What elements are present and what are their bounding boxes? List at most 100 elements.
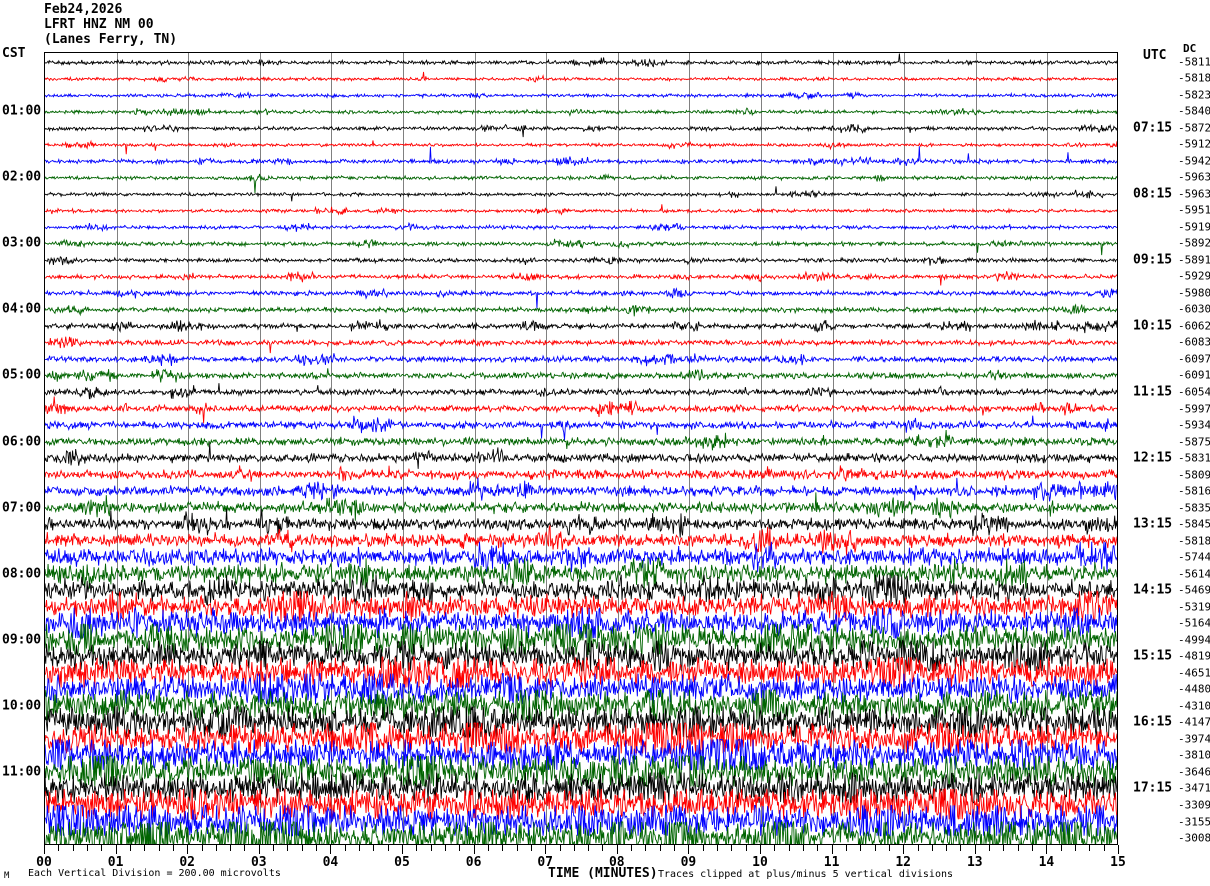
trace-15-0400 [45,303,1117,317]
x-tick-minor [817,845,819,851]
x-tick-minor [960,845,962,851]
x-tick-minor [416,845,418,851]
trace-17-0430 [45,336,1117,354]
x-tick-minor [559,845,561,851]
trace-10-0245 [45,221,1117,233]
x-axis-label-07: 07 [537,855,554,870]
x-tick-minor [516,845,518,851]
grid-line-minute-09 [689,53,691,844]
x-tick-minor [1103,845,1105,851]
dc-value-45: -3309 [1178,798,1210,812]
dc-value-38: -4480 [1178,682,1210,696]
trace-40-1015 [45,705,1117,739]
dc-value-26: -5816 [1178,484,1210,498]
x-axis-label-12: 12 [895,855,912,870]
grid-line-minute-02 [188,53,190,844]
dc-value-27: -5835 [1178,501,1210,515]
left-hour-label-1000: 10:00 [2,698,42,714]
dc-value-00: -5811 [1178,55,1210,69]
trace-18-0445 [45,353,1117,367]
left-hour-label-0500: 05:00 [2,367,42,383]
dc-value-11: -5892 [1178,236,1210,250]
dc-value-10: -5919 [1178,220,1210,234]
x-axis-label-02: 02 [179,855,196,870]
dc-value-02: -5823 [1178,88,1210,102]
x-tick-major-07 [545,845,547,854]
x-tick-minor [731,845,733,851]
x-tick-minor [487,845,489,851]
right-utc-label-1415: 14:15 [1133,582,1173,598]
dc-value-08: -5963 [1178,187,1210,201]
trace-29-0730 [45,525,1117,556]
x-tick-minor [129,845,131,851]
trace-02-0045 [45,91,1117,101]
trace-11-0300 [45,238,1117,256]
x-tick-minor [344,845,346,851]
trace-04-0115 [45,123,1117,138]
x-tick-minor [459,845,461,851]
trace-31-0800 [45,557,1117,589]
x-axis-label-03: 03 [250,855,267,870]
x-tick-major-12 [903,845,905,854]
x-tick-minor [1089,845,1091,851]
left-hour-label-0800: 08:00 [2,566,42,582]
dc-value-30: -5744 [1178,550,1210,564]
x-axis-label-10: 10 [752,855,768,870]
x-axis-label-11: 11 [823,855,840,870]
plot-header: Feb24,2026 LFRT HNZ NM 00 (Lanes Ferry, … [44,2,177,47]
dc-value-20: -6054 [1178,385,1210,399]
dc-value-18: -6097 [1178,352,1210,366]
x-tick-minor [72,845,74,851]
x-tick-major-04 [330,845,332,854]
dc-value-01: -5818 [1178,71,1210,85]
trace-47-1200 [45,820,1117,844]
trace-06-0145 [45,146,1117,168]
x-tick-minor [101,845,103,851]
x-tick-minor [745,845,747,851]
x-tick-major-14 [1046,845,1048,854]
x-tick-minor [215,845,217,851]
x-axis-title: TIME (MINUTES) [548,866,658,881]
x-tick-major-02 [187,845,189,854]
trace-14-0345 [45,287,1117,309]
x-tick-major-08 [616,845,618,854]
x-tick-minor [359,845,361,851]
header-date: Feb24,2026 [44,2,123,17]
x-tick-major-15 [1118,845,1119,854]
x-tick-minor [301,845,303,851]
dc-value-06: -5942 [1178,154,1210,168]
x-tick-minor [802,845,804,851]
right-utc-label-1515: 15:15 [1133,648,1173,664]
dc-value-43: -3646 [1178,765,1210,779]
dc-value-22: -5934 [1178,418,1210,432]
trace-34-0845 [45,606,1117,639]
dc-value-17: -6083 [1178,335,1210,349]
x-tick-major-03 [258,845,260,854]
grid-line-minute-07 [546,53,548,844]
trace-35-0900 [45,623,1117,656]
dc-value-29: -5818 [1178,534,1210,548]
x-tick-minor [144,845,146,851]
left-hour-label-0900: 09:00 [2,632,42,648]
dc-value-12: -5891 [1178,253,1210,267]
dc-value-07: -5963 [1178,170,1210,184]
right-timezone-label: UTC [1143,48,1167,63]
x-tick-minor [788,845,790,851]
x-tick-minor [58,845,60,851]
x-tick-minor [588,845,590,851]
trace-13-0330 [45,270,1117,286]
x-tick-minor [287,845,289,851]
trace-07-0200 [45,173,1117,194]
header-station: LFRT HNZ NM 00 [44,17,154,32]
trace-27-0700 [45,492,1117,521]
trace-30-0745 [45,541,1117,574]
helicorder-plot[interactable] [44,52,1118,845]
x-tick-minor [1075,845,1077,851]
x-tick-minor [874,845,876,851]
x-tick-minor [717,845,719,851]
x-axis-label-09: 09 [680,855,697,870]
grid-line-minute-12 [904,53,906,844]
dc-value-28: -5845 [1178,517,1210,531]
trace-21-0530 [45,396,1117,424]
x-tick-minor [860,845,862,851]
